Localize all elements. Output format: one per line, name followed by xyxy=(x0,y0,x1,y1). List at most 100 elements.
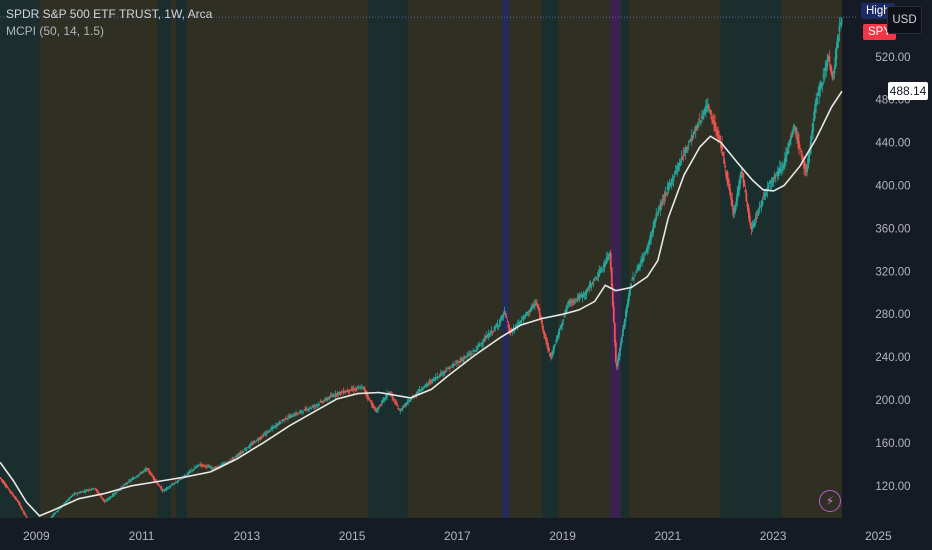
candle-body-803 xyxy=(812,122,815,132)
candle-body-514 xyxy=(519,320,522,324)
candle-body-81 xyxy=(81,491,84,493)
candle-body-510 xyxy=(515,325,518,327)
symbol-title[interactable]: SPDR S&P 500 ETF TRUST, 1W, Arca xyxy=(6,7,213,21)
candle-body-484 xyxy=(489,333,492,336)
candle-body-452 xyxy=(457,361,459,363)
candle-body-381 xyxy=(385,395,387,398)
candle-body-111 xyxy=(111,494,114,497)
candle-body-199 xyxy=(200,464,203,466)
candle-body-469 xyxy=(474,349,477,351)
candle-body-601 xyxy=(607,254,610,256)
candle-body-395 xyxy=(399,409,402,412)
candle-body-347 xyxy=(350,388,353,390)
candle-body-276 xyxy=(278,421,281,424)
candle-body-14 xyxy=(13,496,16,498)
lightning-icon[interactable]: ⚡ xyxy=(819,490,841,512)
y-tick-label: 440.00 xyxy=(875,138,910,150)
candle-body-63 xyxy=(63,502,66,505)
x-tick-label: 2009 xyxy=(23,529,50,543)
candle-body-656 xyxy=(663,196,666,199)
candle-body-300 xyxy=(303,409,306,411)
candle-body-631 xyxy=(638,265,640,270)
candle-body-365 xyxy=(368,400,371,401)
candle-body-86 xyxy=(86,490,89,492)
candle-body-341 xyxy=(344,391,347,393)
candle-body-104 xyxy=(104,500,107,503)
candle-body-252 xyxy=(254,441,257,443)
candle-body-434 xyxy=(438,374,441,376)
candle-body-12 xyxy=(11,493,14,496)
candle-body-406 xyxy=(410,398,413,401)
candle-body-478 xyxy=(483,338,486,342)
candle-body-422 xyxy=(426,383,429,385)
candle-body-676 xyxy=(683,149,686,153)
candle-body-57 xyxy=(57,510,60,512)
candle-body-368 xyxy=(372,403,374,408)
candle-body-21 xyxy=(20,507,23,510)
candle-body-289 xyxy=(292,416,294,417)
candle-body-306 xyxy=(309,407,312,409)
candle-body-650 xyxy=(657,210,660,214)
candle-body-705 xyxy=(713,121,715,125)
candle-body-75 xyxy=(75,493,78,494)
candle-body-136 xyxy=(137,475,140,477)
candle-body-768 xyxy=(776,170,779,176)
y-tick-label: 320.00 xyxy=(875,266,910,278)
candle-body-569 xyxy=(575,299,578,301)
candle-body-132 xyxy=(133,477,135,479)
candle-body-120 xyxy=(121,487,123,489)
candle-body-201 xyxy=(203,465,205,467)
candle-body-645 xyxy=(652,226,655,233)
candle-body-155 xyxy=(156,482,159,485)
candle-body-556 xyxy=(562,319,565,321)
candle-body-372 xyxy=(376,410,378,413)
candle-body-337 xyxy=(340,391,343,393)
candle-body-221 xyxy=(223,463,226,466)
candle-body-380 xyxy=(384,397,386,399)
candle-body-88 xyxy=(88,489,91,491)
candle-body-724 xyxy=(732,207,735,216)
candle-body-828 xyxy=(837,36,840,43)
candle-body-606 xyxy=(612,306,615,323)
candle-body-127 xyxy=(128,480,130,482)
candle-body-401 xyxy=(405,403,408,406)
candle-body-675 xyxy=(682,154,685,156)
indicator-title[interactable]: MCPI (50, 14, 1.5) xyxy=(6,24,105,38)
candle-body-451 xyxy=(456,363,458,364)
candle-body-269 xyxy=(271,426,274,429)
candle-body-151 xyxy=(152,476,155,479)
candle-body-435 xyxy=(439,373,442,376)
candle-body-459 xyxy=(464,356,466,359)
candle-body-0 xyxy=(0,477,2,479)
candle-body-554 xyxy=(560,325,563,329)
candle-body-674 xyxy=(681,156,684,158)
candle-body-348 xyxy=(351,389,354,391)
candle-body-417 xyxy=(421,389,424,390)
candle-body-766 xyxy=(774,175,777,177)
candle-body-614 xyxy=(620,337,623,343)
candle-body-698 xyxy=(705,105,708,107)
candle-body-184 xyxy=(185,474,188,476)
candle-body-350 xyxy=(353,389,356,391)
currency-button[interactable]: USD xyxy=(887,6,922,34)
candle-body-116 xyxy=(117,489,119,492)
candle-body-619 xyxy=(626,305,628,313)
candle-body-186 xyxy=(187,472,190,474)
candle-body-461 xyxy=(466,355,468,357)
candle-body-718 xyxy=(726,171,729,181)
candle-body-815 xyxy=(824,67,827,71)
candle-body-772 xyxy=(780,169,783,171)
candle-body-778 xyxy=(786,148,789,154)
candle-body-207 xyxy=(209,466,211,468)
x-tick-label: 2017 xyxy=(444,529,471,543)
candle-body-340 xyxy=(343,392,346,394)
candle-body-610 xyxy=(616,359,619,366)
candle-body-277 xyxy=(279,422,282,424)
candle-body-392 xyxy=(396,404,399,407)
candle-body-114 xyxy=(114,492,117,494)
candle-body-523 xyxy=(528,310,531,313)
candle-body-462 xyxy=(467,354,469,356)
candle-body-700 xyxy=(708,106,710,111)
background-band-3 xyxy=(171,0,177,518)
